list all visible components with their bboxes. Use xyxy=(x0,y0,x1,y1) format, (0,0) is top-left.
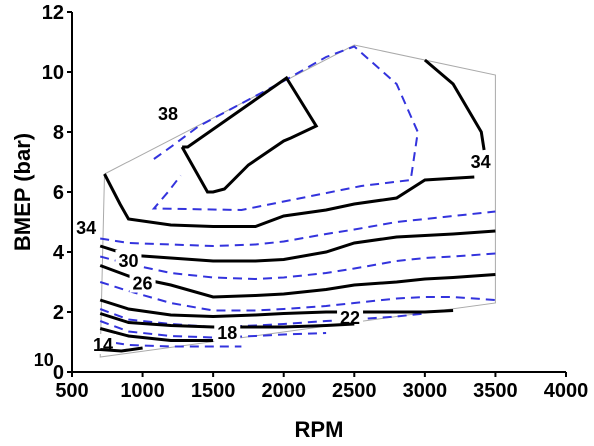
dashed-contour-4 xyxy=(99,308,426,329)
solid-contour-0 xyxy=(180,75,319,194)
operating-boundary xyxy=(99,44,496,358)
solid-contour-2 xyxy=(423,58,486,151)
solid-contour-4 xyxy=(99,264,496,299)
dashed-contour-2 xyxy=(99,252,496,281)
contour-label-bg-5 xyxy=(337,307,364,327)
y-tick-label-2: 4 xyxy=(53,242,65,264)
contour-label-bg-2 xyxy=(467,151,494,171)
dashed-contour-5 xyxy=(99,320,327,339)
x-tick-label-7: 4000 xyxy=(544,380,589,402)
x-tick-label-3: 2000 xyxy=(261,380,306,402)
solid-contour-7 xyxy=(99,327,214,342)
x-tick-label-4: 2500 xyxy=(332,380,377,402)
contour-label-bg-6 xyxy=(214,322,241,342)
contour-label-8: 10 xyxy=(34,350,54,370)
y-tick-label-4: 8 xyxy=(53,122,64,144)
y-tick-label-5: 10 xyxy=(42,62,64,84)
y-tick-label-3: 6 xyxy=(53,182,64,204)
contour-label-3: 30 xyxy=(118,251,138,271)
dashed-contour-1 xyxy=(100,210,496,248)
contour-label-0: 38 xyxy=(158,104,178,124)
contour-label-1: 34 xyxy=(76,218,96,238)
solid-contour-3 xyxy=(99,229,496,263)
contour-label-2: 34 xyxy=(471,152,491,172)
contour-label-6: 18 xyxy=(217,323,237,343)
contour-label-bg-0 xyxy=(154,103,181,123)
x-tick-label-1: 1000 xyxy=(120,380,165,402)
solid-contour-5 xyxy=(99,298,454,319)
solid-contour-8 xyxy=(100,346,143,353)
x-tick-label-0: 500 xyxy=(55,380,88,402)
contour-label-bg-8 xyxy=(30,349,57,369)
contour-label-bg-1 xyxy=(73,217,100,237)
contour-label-7: 14 xyxy=(93,335,113,355)
contour-label-bg-4 xyxy=(129,272,156,293)
y-axis-title: BMEP (bar) xyxy=(10,133,35,251)
x-axis-title: RPM xyxy=(295,417,344,442)
contour-label-4: 26 xyxy=(133,274,153,294)
y-tick-label-1: 2 xyxy=(53,302,64,324)
dashed-contour-0 xyxy=(151,45,419,212)
solid-contour-1 xyxy=(103,173,475,228)
dashed-contour-3 xyxy=(99,281,496,312)
y-tick-label-0: 0 xyxy=(53,362,64,384)
dashed-contour-6 xyxy=(100,339,242,348)
axes: 500 1000 1500 2000 2500 3000 3500 4000 0 2 4 6 8 10 12 xyxy=(42,2,589,402)
contour-label-bg-3 xyxy=(115,250,142,270)
x-tick-label-5: 3000 xyxy=(403,380,448,402)
x-tick-label-6: 3500 xyxy=(473,380,518,402)
x-tick-label-2: 1500 xyxy=(191,380,236,402)
y-tick-label-6: 12 xyxy=(42,2,64,24)
